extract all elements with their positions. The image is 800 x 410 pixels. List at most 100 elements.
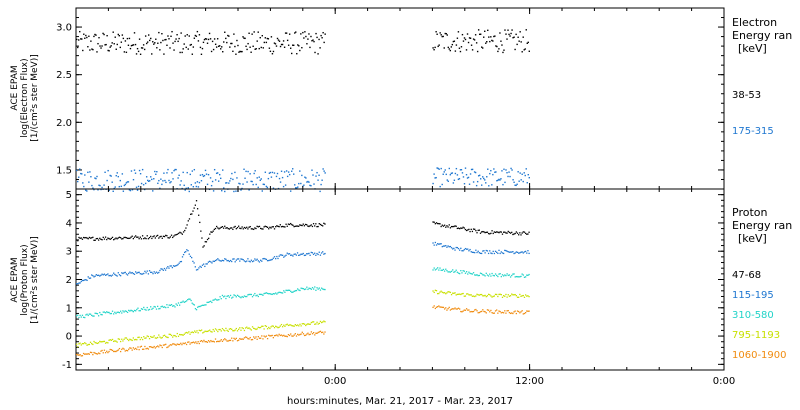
data-point [222, 227, 225, 229]
data-point [315, 175, 317, 177]
data-point [502, 295, 505, 297]
data-point [524, 232, 527, 235]
data-point [180, 232, 182, 234]
data-point [470, 310, 472, 313]
data-point [446, 246, 448, 248]
data-point [311, 321, 314, 323]
data-point [231, 260, 233, 263]
data-point [154, 272, 156, 274]
data-point [218, 340, 220, 343]
data-point [205, 38, 208, 40]
data-point [125, 337, 128, 339]
data-point [183, 342, 185, 345]
data-point [126, 311, 129, 314]
data-point [500, 251, 502, 253]
data-point [311, 252, 314, 254]
data-point [443, 171, 445, 173]
data-point [124, 236, 126, 239]
data-point [124, 337, 126, 339]
data-point [192, 331, 195, 334]
data-point [453, 40, 456, 42]
data-point [487, 293, 490, 295]
data-point [469, 173, 472, 175]
data-point [248, 260, 250, 262]
data-point [194, 342, 196, 344]
data-point [171, 30, 173, 33]
data-point [309, 225, 311, 227]
data-point [194, 204, 197, 206]
data-point [438, 168, 440, 170]
data-point [271, 334, 273, 337]
data-point [254, 258, 256, 260]
data-point [324, 252, 326, 255]
data-point [524, 174, 526, 177]
data-point [433, 244, 435, 246]
data-point [516, 296, 519, 298]
data-point [187, 250, 189, 252]
data-point [111, 274, 114, 276]
data-point [249, 293, 251, 296]
data-point [148, 34, 150, 36]
data-point [528, 231, 530, 233]
data-point [109, 348, 111, 351]
data-point [447, 271, 449, 273]
data-point [110, 339, 113, 341]
data-point [193, 207, 195, 209]
data-point [94, 341, 96, 344]
data-point [460, 247, 462, 249]
data-point [512, 294, 514, 296]
data-point [228, 228, 231, 230]
data-point [434, 223, 437, 225]
data-point [514, 276, 516, 278]
data-point [277, 292, 279, 294]
data-point [91, 274, 93, 276]
data-point [450, 46, 453, 48]
data-point [273, 256, 276, 258]
data-point [309, 254, 311, 256]
data-point [203, 331, 205, 333]
data-point [191, 170, 194, 172]
data-point [225, 182, 227, 184]
data-point [439, 223, 441, 225]
data-point [195, 269, 198, 271]
data-point [256, 338, 258, 340]
data-point [270, 36, 273, 38]
data-point [220, 339, 222, 341]
data-point [148, 270, 151, 272]
data-point [231, 227, 233, 229]
data-point [168, 179, 170, 182]
data-point [300, 287, 302, 289]
data-point [279, 181, 282, 183]
data-point [452, 292, 454, 294]
data-point [478, 274, 480, 277]
y-tick-label: -1 [62, 360, 72, 371]
data-point [242, 228, 244, 230]
data-point [216, 172, 219, 174]
data-point [474, 309, 476, 311]
data-point [116, 275, 118, 277]
data-point [214, 227, 217, 230]
data-point [522, 313, 524, 315]
data-point [253, 294, 255, 296]
data-point [498, 310, 500, 312]
data-point [312, 39, 314, 41]
data-point [241, 327, 243, 329]
data-point [102, 340, 104, 343]
data-point [241, 295, 243, 298]
data-point [466, 177, 469, 179]
data-point [178, 232, 180, 235]
data-point [469, 311, 471, 313]
data-point [181, 343, 183, 346]
data-point [82, 279, 85, 282]
data-point [243, 329, 246, 332]
data-point [275, 45, 278, 47]
data-point [200, 180, 203, 182]
data-point [504, 29, 506, 31]
data-point [293, 173, 295, 175]
data-point [318, 287, 320, 289]
data-point [221, 259, 224, 262]
data-point [527, 233, 529, 235]
data-point [472, 181, 475, 183]
data-point [519, 31, 521, 33]
